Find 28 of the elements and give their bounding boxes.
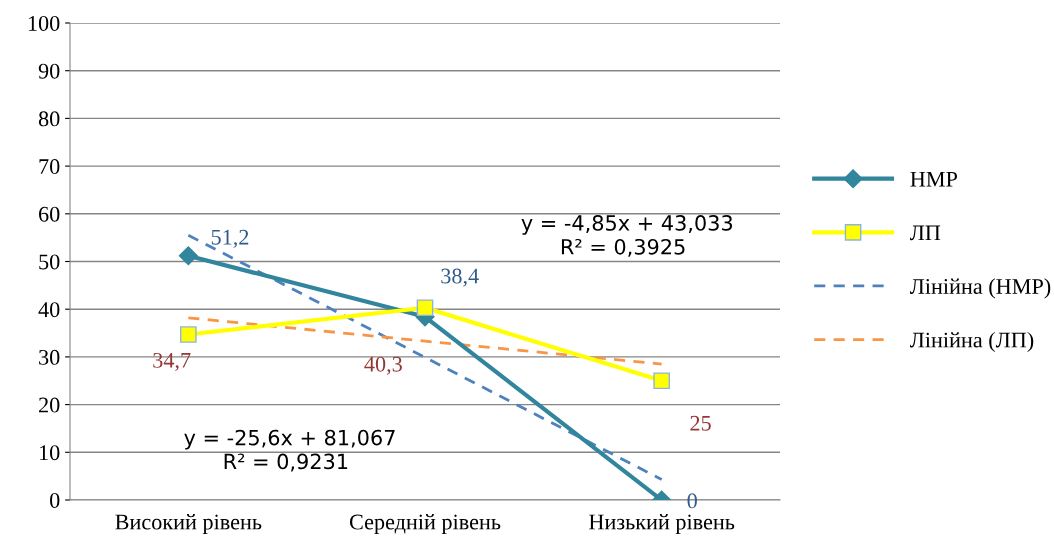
y-tick-label: 40 (38, 302, 60, 318)
x-tick-label: Середній рівень (349, 514, 501, 535)
legend-label: Лінійна (ЛП) (909, 331, 1034, 353)
y-tick-label: 10 (40, 445, 60, 461)
x-tick-label: Низький рівень (589, 514, 735, 535)
y-tick-label: 30 (39, 349, 60, 365)
data-label: 0 (687, 493, 697, 509)
data-label: 34,7 (153, 352, 191, 372)
y-tick-label: 90 (38, 63, 60, 79)
legend-label: ЛП (909, 225, 941, 241)
data-label: 38,4 (441, 268, 479, 287)
y-tick-label: 70 (39, 159, 60, 175)
y-tick-label: 0 (50, 492, 60, 508)
y-tick-label: 60 (39, 206, 60, 222)
data-label: 25 (690, 415, 711, 431)
annotation: y = -25,6x + 81,067 (184, 429, 395, 450)
y-tick-label: 80 (38, 111, 60, 127)
y-tick-label: 20 (39, 397, 60, 413)
x-tick-label: Високий рівень (115, 514, 262, 535)
annotation: R² = 0,3925 (561, 238, 685, 257)
legend-label: Лінійна (НМР) (909, 278, 1051, 299)
data-label: 40,3 (364, 356, 402, 375)
annotation: R² = 0,9231 (224, 453, 348, 472)
annotation: y = -4,85x + 43,033 (521, 215, 733, 235)
data-label: 51,2 (211, 229, 249, 248)
y-tick-label: 50 (39, 254, 60, 270)
y-tick-label: 100 (28, 15, 60, 31)
legend-label: НМР (910, 171, 958, 187)
